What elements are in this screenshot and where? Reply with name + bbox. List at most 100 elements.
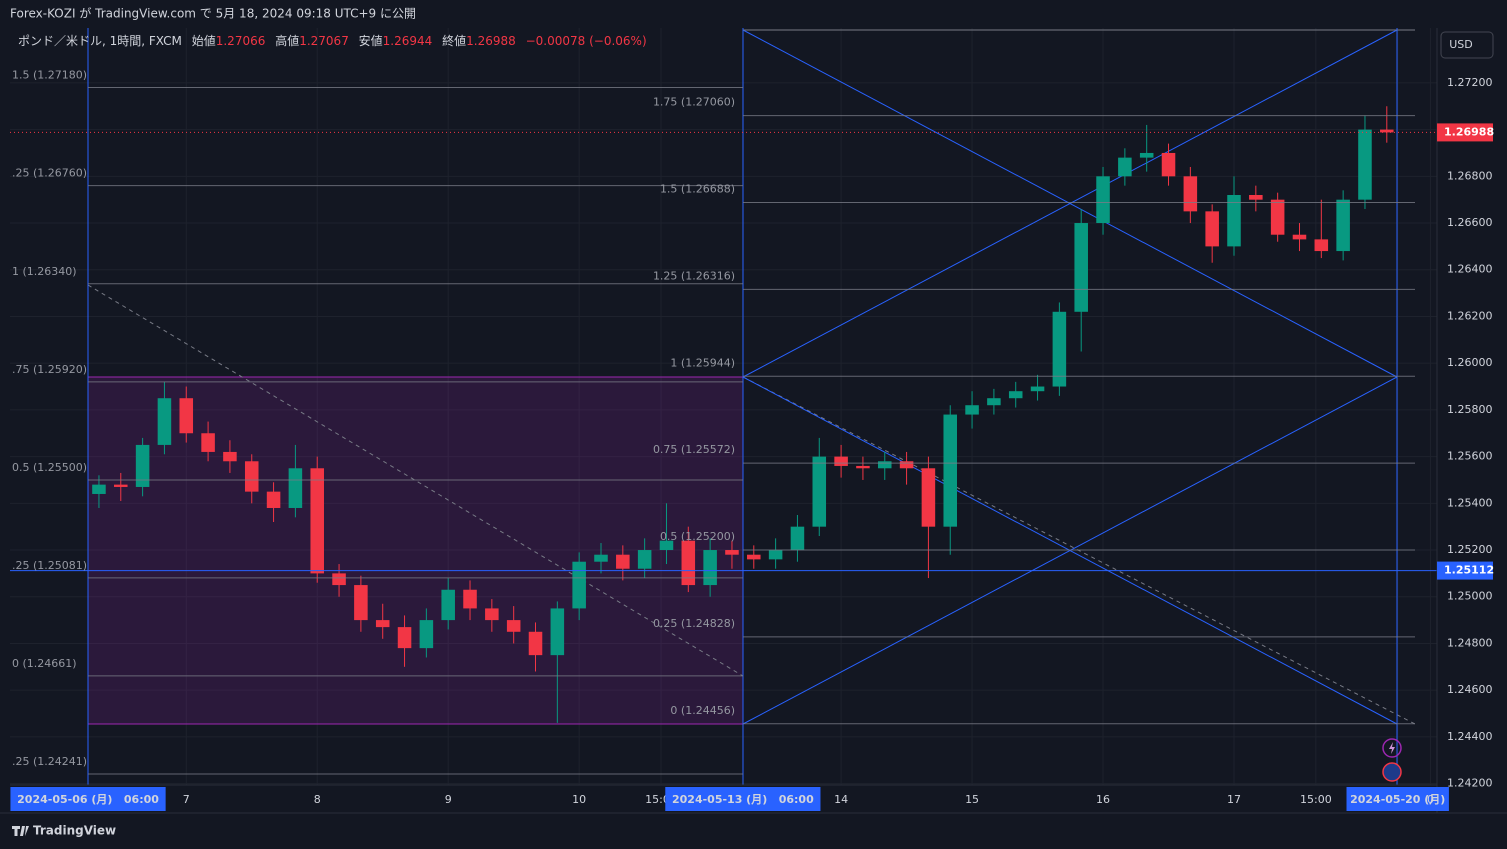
candle-body [1292,234,1307,240]
candle-body [375,620,390,628]
y-tick-label: 1.25600 [1447,450,1493,463]
candle-body [921,468,936,527]
logo [12,826,29,836]
x-tick-label: 10 [572,793,586,806]
event-icon-glyph [1389,742,1395,754]
x-tick-label: 15 [965,793,979,806]
fib-label: 0.25 (1.24828) [653,617,735,630]
x-tick-label: 2024-05-06 (月) 06:00 [17,793,159,806]
candle-body [1052,311,1067,387]
legend-label: 安値 [359,33,383,48]
last-price-tag [1437,123,1493,142]
candle-body [856,465,870,469]
series-layer [10,106,1437,723]
candle-body [550,608,565,656]
candle-body [528,631,543,656]
candle-body [659,540,674,551]
y-tick-label: 1.25800 [1447,403,1493,416]
candle-body [1270,199,1285,235]
y-tick-label: 1.26400 [1447,263,1493,276]
x-tick-label: 16 [1096,793,1110,806]
x-tick-label: 0 [1427,793,1434,806]
candle-body [768,550,783,560]
candle-body [877,461,892,469]
fib-label: .75 (1.25920) [12,363,87,376]
legend-symbol: ポンド／米ドル, 1時間, FXCM [18,34,182,48]
fan-line [742,29,1398,378]
candle-body [1314,239,1329,252]
y-tick-label: 1.24600 [1447,683,1493,696]
price-axis-panel [1437,28,1507,813]
candle-body [965,405,979,415]
candle-body [681,540,696,586]
candle-body [747,554,761,560]
y-tick-label: 1.25400 [1447,496,1493,509]
y-tick-label: 1.27200 [1447,76,1493,89]
candle-body [1227,195,1241,247]
fib-label: 0.5 (1.25200) [660,530,735,543]
fib-label: 1 (1.26340) [12,265,77,278]
candle-body [572,561,586,609]
x-tick-label: 8 [314,793,321,806]
candle-body [703,550,717,586]
candle-body [725,550,739,555]
y-tick-label: 1.24400 [1447,730,1493,743]
legend-label: 終値 [442,33,466,48]
candle-body [506,620,521,632]
candle-body [354,585,368,621]
range-box [87,376,744,725]
y-tick-label: 1.26600 [1447,216,1493,229]
candle-body [1249,195,1263,200]
candle-body [1161,152,1176,177]
y-tick-label: 1.26800 [1447,169,1493,182]
candle-body [834,456,848,466]
flag-icon[interactable] [1382,762,1402,782]
trend-line [87,284,744,677]
candle-body [637,550,652,569]
candle-body [266,491,281,508]
candle-body [790,526,805,551]
candle-body [244,461,259,492]
candle-body [594,554,608,562]
legend-label: 始値 [192,33,216,48]
fib-label: .25 (1.25081) [12,559,87,572]
candle-body [812,456,827,527]
x-tick-highlight [665,787,821,811]
legend: ポンド／米ドル, 1時間, FXCM 始値1.27066 高値1.27067 安… [18,33,647,48]
candle-body [1358,129,1372,200]
candle-body [157,398,172,445]
candle-body [1380,129,1394,133]
fib-label: 1.5 (1.27180) [12,69,87,82]
candle-body [485,608,499,621]
candle-body [1183,176,1198,212]
candle-body [616,554,630,569]
x-tick-label: 9 [445,793,452,806]
legend-change: −0.00078 (−0.06%) [526,34,647,48]
fib-label: 1.25 (1.26316) [653,269,735,282]
fib-label: 0.75 (1.25572) [653,443,735,456]
candle-body [1096,176,1110,224]
cursor-price-label: 1.25112 [1444,564,1494,577]
candle-body [332,573,346,586]
fib-label: 1 (1.25944) [670,356,735,369]
y-tick-label: 1.26000 [1447,356,1493,369]
x-tick-highlight [1346,787,1449,811]
candle-body [135,444,150,487]
cursor-price-tag [1437,561,1493,580]
candle-body [943,414,958,527]
y-tick-label: 1.25000 [1447,590,1493,603]
candle-body [223,451,237,462]
x-tick-label: 14 [834,793,848,806]
x-tick-label: 17 [1227,793,1241,806]
candle-body [441,589,455,621]
header-title: Forex-KOZI が TradingView.com で 5月 18, 20… [10,6,416,21]
candle-body [397,627,412,649]
event-icon[interactable] [1382,738,1402,758]
candle-body [1008,391,1023,399]
fib-label: .25 (1.26760) [12,167,87,180]
currency: USD [1449,38,1473,51]
currency-button[interactable] [1440,31,1494,59]
candle-body [201,433,215,452]
